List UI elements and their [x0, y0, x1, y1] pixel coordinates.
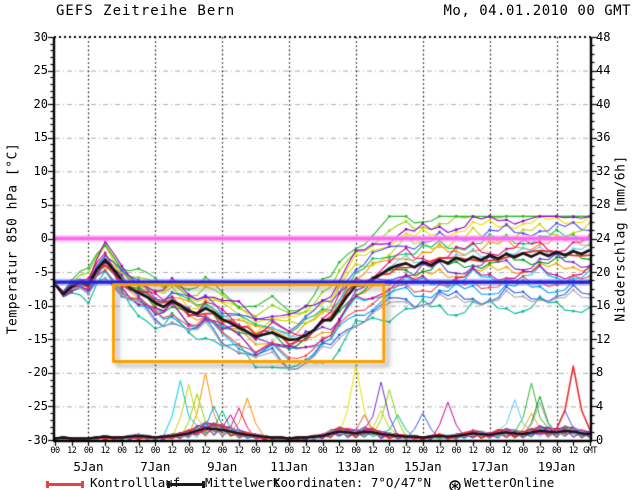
date-tick-label: 19Jan: [537, 459, 576, 474]
left-tick-label: -30: [26, 432, 48, 447]
right-tick-label: 48: [596, 29, 611, 44]
right-tick-label: 12: [596, 331, 611, 346]
left-tick-label: 25: [33, 63, 48, 78]
hour-tick-label: 00: [418, 446, 428, 456]
right-tick-label: 28: [596, 197, 611, 212]
right-tick-label: 32: [596, 163, 611, 178]
date-tick-label: 13Jan: [337, 459, 375, 474]
brand-label: WetterOnline: [464, 475, 555, 490]
date-tick-label: 7Jan: [140, 459, 171, 474]
hour-tick-label: 12: [434, 446, 445, 456]
hour-tick-label: 00: [184, 446, 194, 456]
hour-tick-label: 12: [535, 446, 545, 456]
hour-tick-label: 00: [317, 446, 328, 456]
chart-title: GEFS Zeitreihe Bern: [56, 3, 236, 19]
hour-tick-label: 00: [83, 446, 94, 456]
date-tick-label: 11Jan: [270, 459, 308, 474]
hour-tick-label: 12: [368, 446, 378, 456]
hour-tick-label: 12: [133, 446, 144, 456]
hour-tick-label: 00: [485, 446, 495, 456]
hour-tick-label: 00: [117, 446, 127, 456]
left-tick-label: 15: [33, 130, 48, 145]
wetteronline-logo-icon: [449, 477, 461, 490]
right-tick-label: 44: [596, 63, 611, 78]
hour-tick-label: 12: [200, 446, 211, 456]
left-tick-label: -5: [33, 264, 48, 279]
hour-tick-label: 12: [301, 446, 311, 456]
legend-mean-label: Mittelwert: [205, 475, 281, 490]
hour-tick-label: 00: [351, 446, 361, 456]
date-tick-label: 15Jan: [403, 459, 442, 474]
date-tick-label: 9Jan: [207, 459, 238, 474]
hour-tick-label: 12: [568, 446, 579, 456]
hour-tick-label: 00: [551, 446, 562, 456]
right-tick-label: 24: [596, 231, 611, 245]
hour-tick-label: 00: [150, 446, 161, 456]
hour-tick-label: 12: [67, 446, 77, 456]
left-tick-label: -25: [26, 398, 48, 413]
hour-tick-label: 12: [401, 446, 411, 456]
right-tick-label: 8: [596, 365, 604, 380]
left-tick-label: 30: [33, 29, 48, 44]
hour-tick-label: 12: [100, 446, 111, 456]
right-tick-label: 4: [596, 398, 604, 413]
hour-tick-label: 00: [284, 446, 294, 456]
left-tick-label: -10: [26, 298, 48, 313]
hour-tick-label: 12: [468, 446, 478, 456]
legend-control-label: Kontrolllauf: [90, 475, 181, 490]
date-tick-label: 17Jan: [470, 459, 509, 474]
right-tick-label: 36: [596, 130, 611, 145]
hour-tick-label: 12: [234, 446, 244, 456]
left-tick-label: -15: [26, 331, 48, 346]
hour-tick-label: 00: [384, 446, 395, 456]
hour-tick-label: 12: [267, 446, 278, 456]
hour-tick-label: 12: [167, 446, 177, 456]
hour-tick-label: 00: [518, 446, 529, 456]
right-tick-label: 0: [596, 432, 604, 447]
hour-tick-label: 00: [451, 446, 462, 456]
hour-tick-label: 00: [50, 446, 60, 456]
coordinates-label: Koordinaten: 7°O/47°N: [273, 475, 432, 490]
left-tick-label: 20: [33, 96, 48, 111]
left-tick-label: 0: [40, 231, 48, 245]
hour-tick-label: GMT: [583, 446, 597, 456]
left-tick-label: -20: [26, 365, 48, 380]
mean-line-swatch: [167, 481, 205, 488]
hour-tick-label: 12: [334, 446, 345, 456]
hour-tick-label: 12: [501, 446, 512, 456]
control-line-swatch: [46, 481, 84, 488]
right-tick-label: 16: [596, 298, 611, 313]
hour-tick-label: 00: [217, 446, 228, 456]
hour-tick-label: 00: [251, 446, 261, 456]
right-tick-label: 40: [596, 96, 611, 111]
left-tick-label: 10: [33, 163, 48, 178]
right-tick-label: 20: [596, 264, 611, 279]
date-tick-label: 5Jan: [73, 459, 104, 474]
chart-datetime: Mo, 04.01.2010 00 GMT: [443, 3, 631, 19]
left-tick-label: 5: [40, 197, 48, 212]
